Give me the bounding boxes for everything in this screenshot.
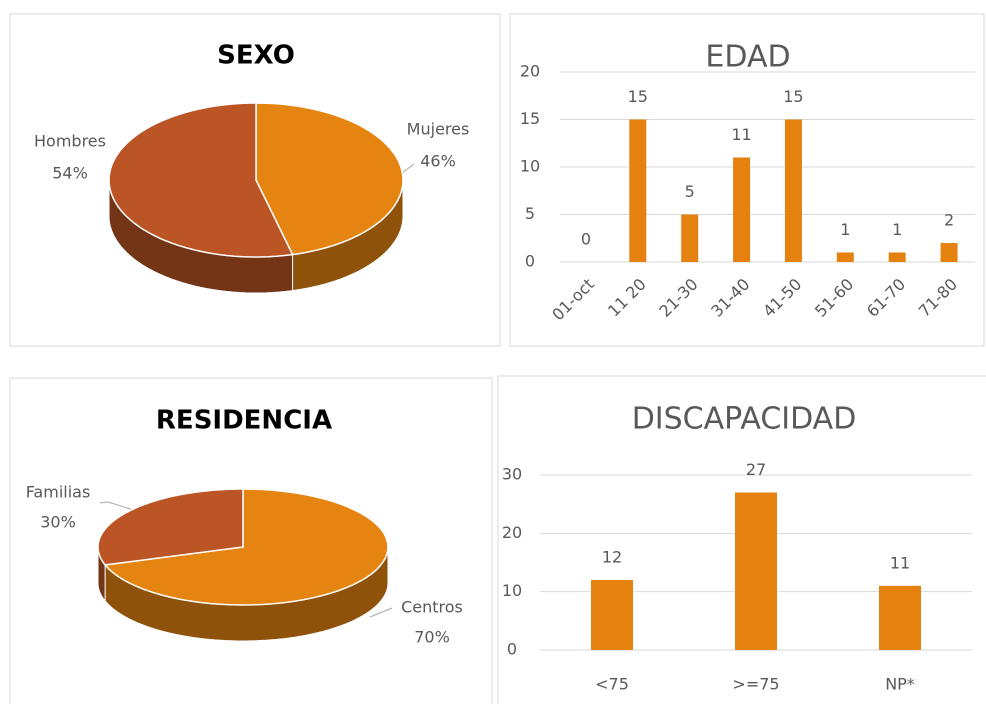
pie-slice bbox=[108, 102, 294, 258]
y-tick-label: 15 bbox=[520, 109, 540, 128]
chart-title: DISCAPACIDAD bbox=[632, 402, 857, 437]
bar bbox=[681, 214, 699, 262]
y-tick-label: 0 bbox=[507, 640, 517, 659]
data-label: 30% bbox=[40, 513, 76, 532]
data-label: 46% bbox=[420, 152, 456, 171]
bar bbox=[629, 119, 647, 262]
y-tick-label: 20 bbox=[502, 523, 522, 542]
data-label: 15 bbox=[628, 87, 648, 106]
x-tick-label: >=75 bbox=[732, 675, 779, 694]
y-tick-label: 30 bbox=[502, 465, 522, 484]
pie-slice bbox=[255, 102, 404, 256]
y-tick-label: 0 bbox=[525, 252, 535, 271]
x-tick-label: NP* bbox=[885, 675, 915, 694]
bar bbox=[879, 585, 921, 650]
leader-line bbox=[99, 501, 141, 513]
data-label-category: Centros bbox=[401, 598, 463, 617]
data-label: 1 bbox=[892, 220, 902, 239]
bar bbox=[836, 252, 854, 262]
bar bbox=[940, 243, 958, 262]
data-label: 1 bbox=[840, 220, 850, 239]
bar bbox=[591, 580, 633, 650]
data-label: 11 bbox=[731, 125, 751, 144]
y-tick-label: 10 bbox=[520, 157, 540, 176]
chart-title: EDAD bbox=[705, 40, 790, 75]
data-label: 2 bbox=[944, 211, 954, 230]
data-label: 54% bbox=[52, 164, 88, 183]
data-label: 15 bbox=[783, 87, 803, 106]
data-label-category: Mujeres bbox=[407, 120, 470, 139]
bar bbox=[888, 252, 906, 262]
data-label: 11 bbox=[890, 553, 910, 572]
bar bbox=[733, 157, 751, 262]
data-label-category: Familias bbox=[26, 483, 91, 502]
y-tick-label: 10 bbox=[502, 581, 522, 600]
leader-line bbox=[369, 607, 393, 618]
pie-slice bbox=[97, 488, 244, 566]
x-tick-label: <75 bbox=[595, 675, 629, 694]
data-label: 5 bbox=[685, 182, 695, 201]
data-label-category: Hombres bbox=[34, 132, 106, 151]
data-label: 12 bbox=[602, 548, 622, 567]
bar bbox=[784, 119, 802, 262]
data-label: 70% bbox=[414, 628, 450, 647]
pie-slice bbox=[103, 488, 389, 606]
data-label: 27 bbox=[746, 460, 766, 479]
data-label: 0 bbox=[581, 230, 591, 249]
bar bbox=[735, 492, 777, 650]
chart-title: SEXO bbox=[217, 41, 295, 71]
chart-title: RESIDENCIA bbox=[156, 406, 332, 436]
y-tick-label: 5 bbox=[525, 204, 535, 223]
y-tick-label: 20 bbox=[520, 62, 540, 81]
